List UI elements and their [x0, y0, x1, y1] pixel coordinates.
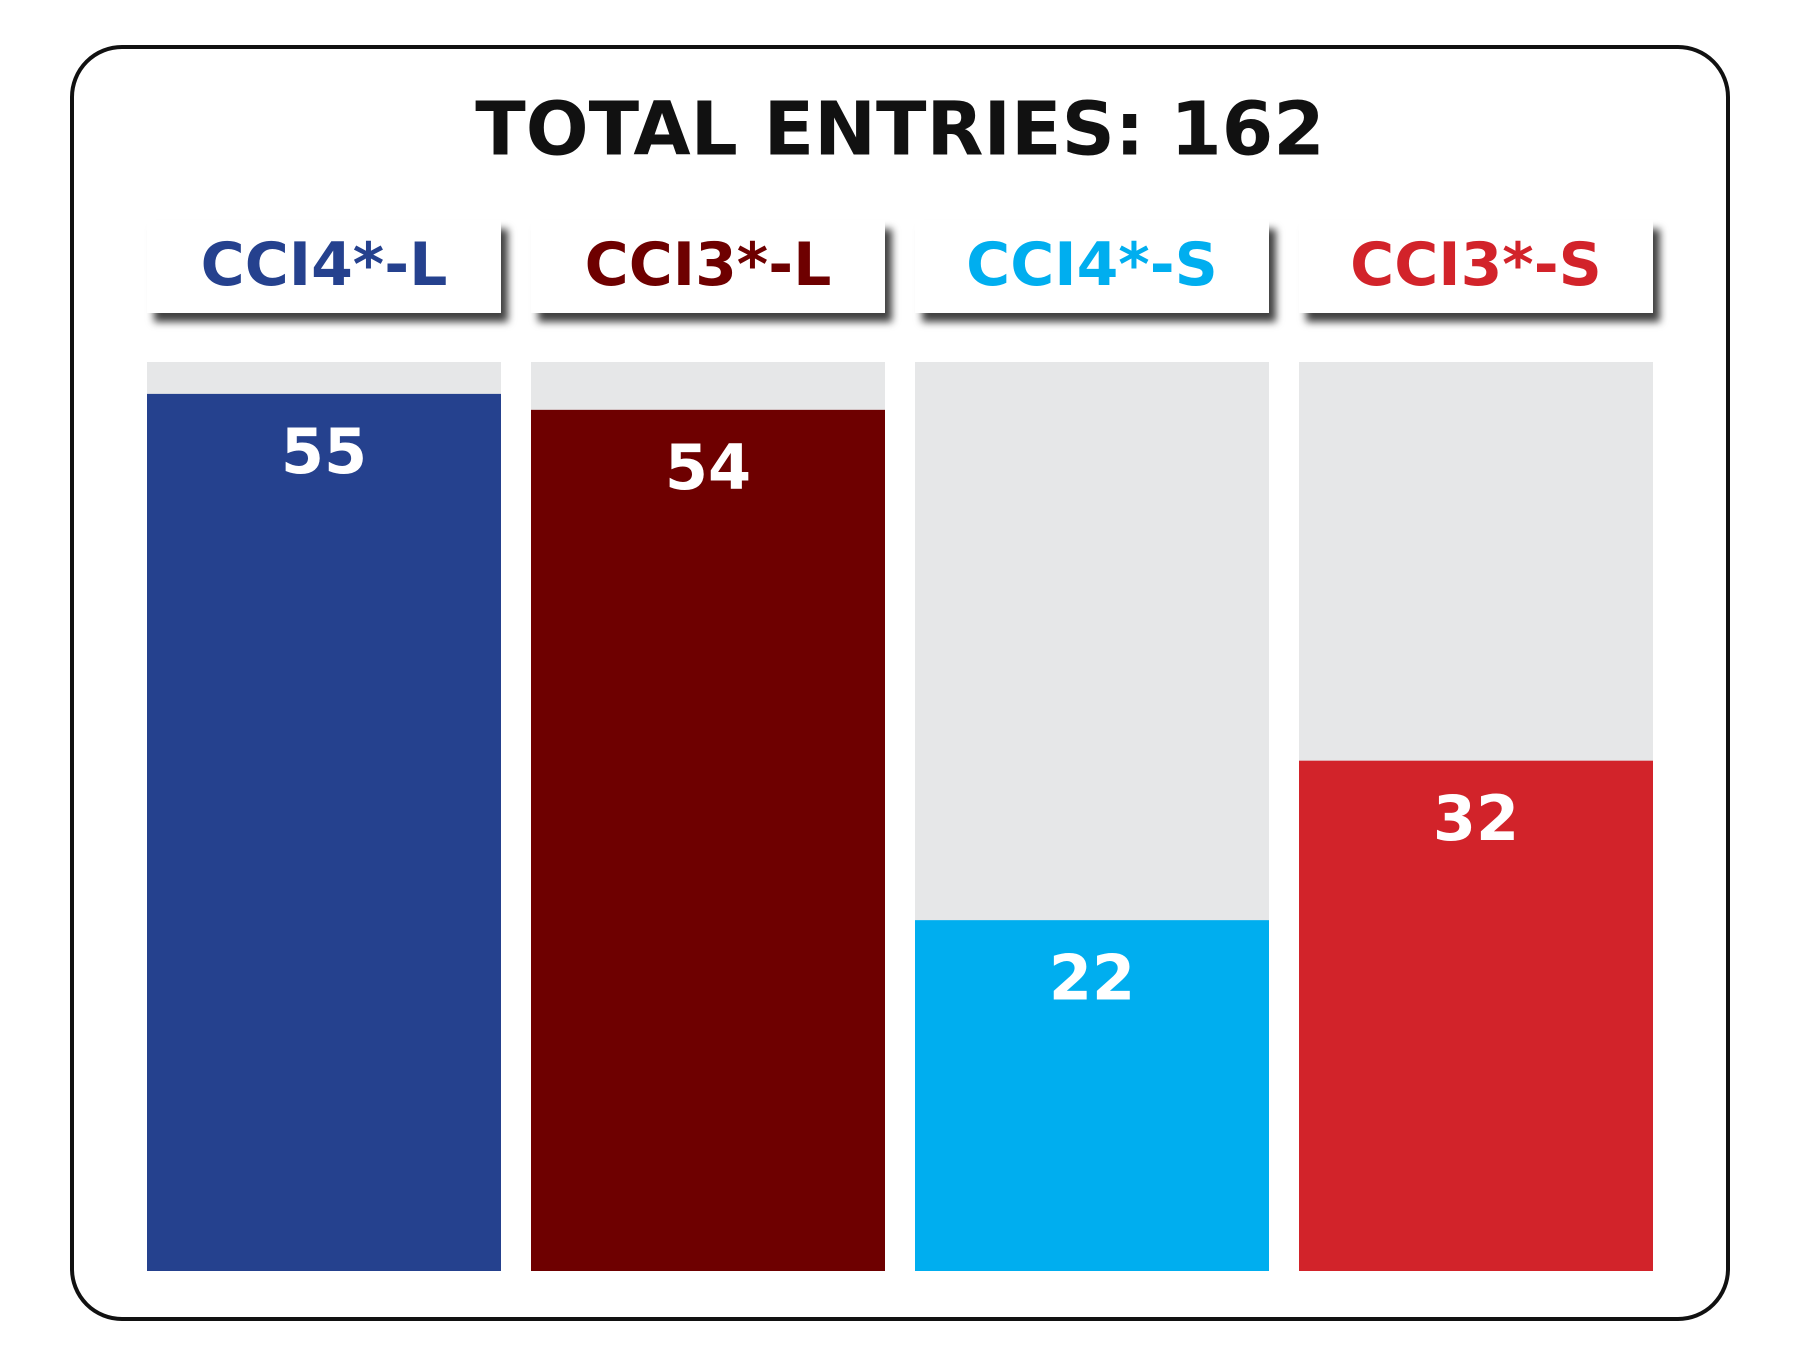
bar — [531, 409, 885, 1271]
bar — [915, 920, 1269, 1271]
chart-title: TOTAL ENTRIES: 162 — [475, 87, 1324, 173]
value-label: 22 — [1049, 941, 1135, 1014]
bar — [147, 393, 501, 1271]
value-label: 32 — [1433, 782, 1519, 855]
category-label: CCI4*-L — [201, 230, 448, 300]
category-label: CCI3*-L — [585, 230, 832, 300]
category-label: CCI4*-S — [966, 230, 1218, 300]
category-label: CCI3*-S — [1350, 230, 1602, 300]
category-box — [1299, 220, 1653, 313]
category-box — [147, 220, 501, 313]
category-box — [915, 220, 1269, 313]
category-box — [531, 220, 885, 313]
bar — [1299, 760, 1653, 1271]
value-label: 54 — [665, 431, 751, 504]
value-label: 55 — [281, 415, 367, 488]
